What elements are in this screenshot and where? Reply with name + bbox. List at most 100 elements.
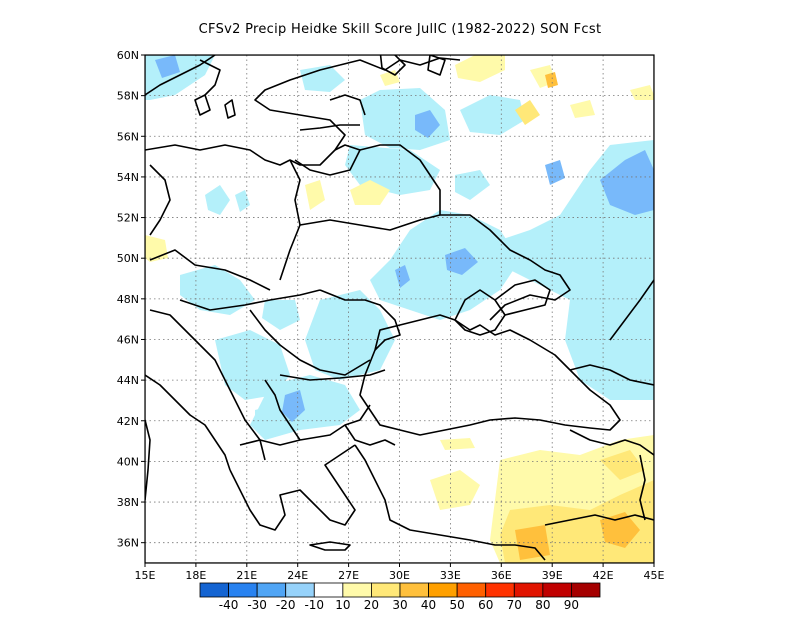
coastline-finland-south — [199, 59, 221, 96]
shade-yellow-blacksea — [440, 438, 475, 450]
colorbar-swatch — [256, 582, 287, 598]
coastline-italy — [145, 419, 151, 501]
shade-yellow-poland — [305, 180, 325, 210]
colorbar-label: -30 — [247, 598, 267, 612]
lon-tick-label: 27E — [338, 569, 359, 582]
colorbar-label: -40 — [219, 598, 239, 612]
lat-tick-label: 42N — [117, 415, 139, 428]
colorbar-label: 70 — [507, 598, 522, 612]
shade-yellow-ne — [630, 85, 654, 100]
lat-tick-label: 40N — [117, 455, 139, 468]
border-czech — [149, 249, 271, 291]
shade-yellow2-north — [515, 100, 540, 125]
lat-tick-label: 60N — [117, 49, 139, 62]
lon-tick-label: 15E — [135, 569, 156, 582]
coastline-turkey-aegean — [354, 444, 546, 561]
border-caucasus — [569, 364, 654, 386]
shade-poland-spot2 — [235, 190, 250, 212]
colorbar-label: 20 — [364, 598, 379, 612]
lat-tick-label: 58N — [117, 90, 139, 103]
shade-serbia — [215, 330, 290, 400]
gridlines — [145, 55, 654, 563]
colorbar-label: 90 — [564, 598, 579, 612]
shade-orange-2 — [600, 512, 640, 548]
colorbar-label: -20 — [276, 598, 296, 612]
colorbar-label: 30 — [392, 598, 407, 612]
lat-tick-label: 52N — [117, 212, 139, 225]
shade-yellow-north — [455, 55, 505, 82]
border-slovakia-hungary — [179, 289, 321, 311]
lat-tick-label: 50N — [117, 252, 139, 265]
colorbar-swatch — [342, 582, 372, 598]
border-poland-germany — [149, 164, 171, 236]
shade-adriatic — [255, 405, 285, 435]
coastline-baltic — [145, 64, 346, 166]
border-poland-belarus — [279, 159, 301, 281]
colorbar-swatch — [399, 582, 429, 598]
shade-yellow-north4 — [570, 100, 595, 118]
border-russia-kazakh — [609, 279, 654, 341]
colorbar-swatch — [428, 582, 458, 598]
lon-tick-label: 39E — [542, 569, 563, 582]
shade-mid-blue-7 — [155, 55, 180, 78]
colorbar-swatch — [485, 582, 515, 598]
map-title: CFSv2 Precip Heidke Skill Score JulIC (1… — [198, 22, 602, 37]
shade-baltic-east — [360, 88, 450, 150]
colorbar-label: 40 — [421, 598, 436, 612]
colorbar-label: 10 — [335, 598, 350, 612]
colorbar-swatch — [199, 582, 229, 598]
lon-tick-label: 18E — [185, 569, 206, 582]
shade-mid-blue-1 — [415, 110, 440, 138]
border-estonia — [329, 94, 366, 116]
colorbar-label: 80 — [535, 598, 550, 612]
border-belarus-ukraine — [299, 214, 441, 231]
border-austria-hungary — [149, 309, 201, 346]
colorbar-swatch — [513, 582, 544, 598]
shade-yellow-central — [350, 180, 390, 205]
lon-tick-label: 45E — [644, 569, 665, 582]
coastline-marmara — [344, 424, 396, 446]
coastline-gotland — [224, 99, 236, 119]
lat-tick-label: 36N — [117, 537, 139, 550]
boundaries — [145, 55, 654, 561]
coastline-greece — [229, 444, 356, 531]
coastline-adriatic — [145, 374, 231, 471]
lon-tick-label: 24E — [287, 569, 308, 582]
colorbar-label: -10 — [304, 598, 324, 612]
shade-central-russia — [455, 170, 490, 200]
colorbar-swatch — [456, 582, 487, 598]
shade-orange-3 — [545, 72, 558, 88]
coastline-azov — [494, 279, 551, 316]
colorbar-swatch — [313, 582, 344, 598]
border-latvia-lithuania — [299, 124, 360, 131]
colorbar-label: 60 — [478, 598, 493, 612]
lat-tick-label: 54N — [117, 171, 139, 184]
border-romania-hungary-serbia — [249, 309, 371, 376]
shade-north-russia — [460, 95, 525, 135]
shade-hungary — [180, 265, 255, 315]
lat-tick-label: 38N — [117, 496, 139, 509]
border-ukraine-romania-moldova — [319, 289, 401, 351]
coastline-crete — [309, 541, 351, 551]
border-ukraine-russia — [440, 214, 571, 321]
lake-onega — [427, 55, 446, 76]
shade-yellow2-east — [600, 450, 645, 480]
lat-tick-label: 56N — [117, 130, 139, 143]
border-greece-north — [239, 439, 301, 446]
border-serbia-bulgaria — [264, 379, 301, 441]
map-plot-area — [145, 55, 654, 563]
coastline-sweden-islands — [194, 94, 211, 116]
shade-mid-blue-4 — [282, 390, 305, 422]
border-baltic-states — [294, 144, 361, 176]
lon-tick-label: 42E — [593, 569, 614, 582]
border-turkey-iran — [639, 454, 646, 521]
border-turkey-syria — [544, 514, 654, 526]
lon-tick-label: 33E — [440, 569, 461, 582]
lake-ladoga — [379, 55, 406, 76]
lat-tick-label: 48N — [117, 293, 139, 306]
shade-mid-blue-6 — [600, 150, 654, 215]
lat-tick-label: 46N — [117, 333, 139, 346]
colorbar-label: 50 — [450, 598, 465, 612]
colorbar-swatch — [571, 582, 601, 598]
